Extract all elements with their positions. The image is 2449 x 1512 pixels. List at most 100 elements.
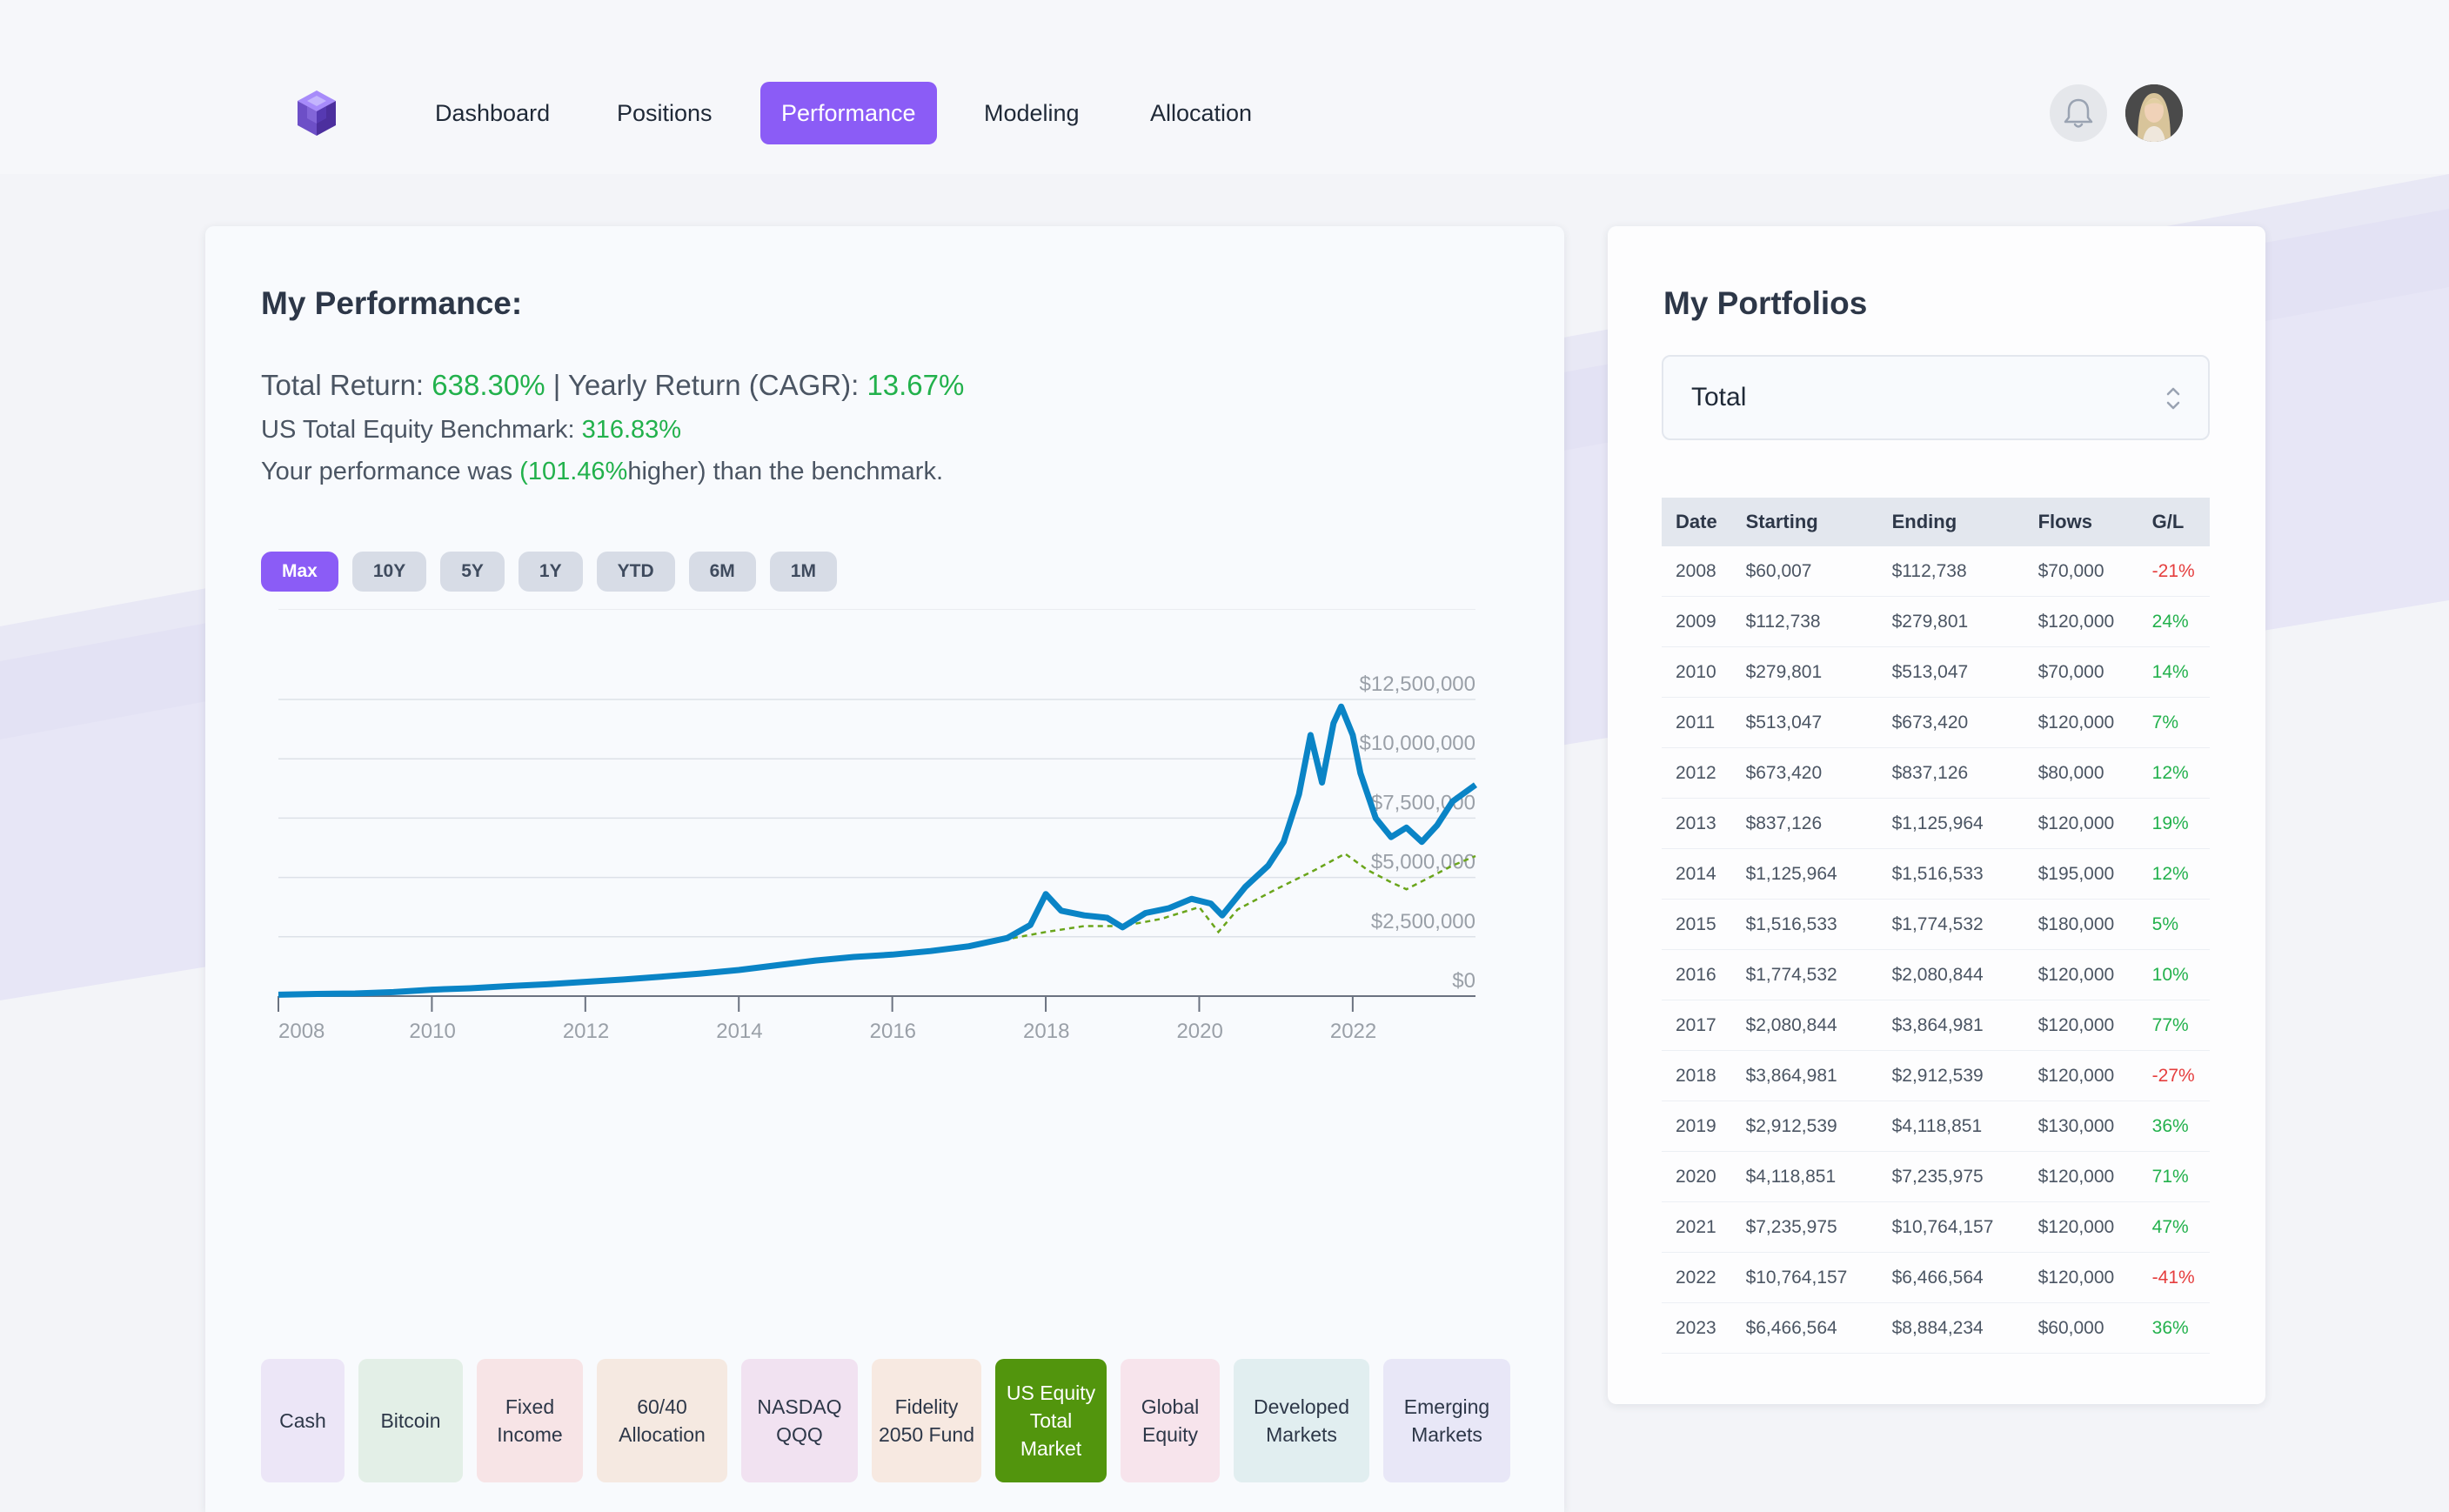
cell-gl: 12% [2138, 848, 2210, 900]
table-row: 2014 $1,125,964 $1,516,533 $195,000 12% [1662, 848, 2210, 900]
cell-ending: $7,235,975 [1877, 1151, 2024, 1202]
x-tick-label: 2020 [1176, 1020, 1222, 1043]
top-navigation: Dashboard Positions Performance Modeling All… [0, 0, 2449, 174]
yearly-return-label: Yearly Return (CAGR): [567, 369, 860, 401]
nav-modeling[interactable]: Modeling [984, 100, 1080, 126]
cell-flows: $70,000 [2024, 546, 2138, 597]
cell-gl: 14% [2138, 646, 2210, 698]
benchmark-global-equity[interactable]: Global Equity [1121, 1359, 1220, 1482]
cell-gl: 77% [2138, 1000, 2210, 1051]
table-row: 2021 $7,235,975 $10,764,157 $120,000 47% [1662, 1201, 2210, 1253]
range-button-1m[interactable]: 1M [769, 552, 837, 592]
column-header-date: Date [1662, 498, 1732, 546]
yearly-return-value: 13.67% [867, 369, 965, 401]
cell-starting: $279,801 [1731, 646, 1878, 698]
user-avatar[interactable] [2125, 84, 2183, 142]
cell-flows: $80,000 [2024, 747, 2138, 799]
total-return-line: Total Return: 638.30% | Yearly Return (C… [261, 369, 964, 402]
cell-gl: 19% [2138, 798, 2210, 849]
cell-date: 2011 [1662, 697, 1732, 748]
cell-ending: $513,047 [1877, 646, 2024, 698]
y-tick-label: $10,000,000 [1360, 732, 1475, 755]
total-return-value: 638.30% [432, 369, 545, 401]
comparison-line: Your performance was (101.46%higher) tha… [261, 458, 943, 486]
table-row: 2017 $2,080,844 $3,864,981 $120,000 77% [1662, 1000, 2210, 1051]
cell-starting: $4,118,851 [1731, 1151, 1878, 1202]
cell-gl: -21% [2138, 546, 2210, 597]
portfolios-title: My Portfolios [1663, 285, 1868, 321]
portfolio-select[interactable]: Total [1662, 355, 2210, 440]
cell-flows: $70,000 [2024, 646, 2138, 698]
cell-flows: $130,000 [2024, 1101, 2138, 1152]
table-row: 2016 $1,774,532 $2,080,844 $120,000 10% [1662, 949, 2210, 1000]
y-tick-label: $2,500,000 [1371, 910, 1475, 933]
cell-flows: $195,000 [2024, 848, 2138, 900]
cell-starting: $6,466,564 [1731, 1302, 1878, 1354]
cell-gl: 5% [2138, 899, 2210, 950]
benchmark-developed-markets[interactable]: Developed Markets [1234, 1359, 1369, 1482]
x-tick-label: 2008 [278, 1020, 325, 1043]
cell-ending: $4,118,851 [1877, 1101, 2024, 1152]
bell-icon [2064, 98, 2093, 128]
benchmark-emerging-markets[interactable]: Emerging Markets [1383, 1359, 1510, 1482]
gains-losses-table: Date Starting Ending Flows G/L 2008 $60,007 $1… [1662, 498, 2210, 1354]
cell-ending: $1,516,533 [1877, 848, 2024, 900]
range-button-ytd[interactable]: YTD [596, 552, 675, 592]
y-tick-label: $5,000,000 [1371, 851, 1475, 874]
range-button-max[interactable]: Max [261, 552, 338, 592]
portfolio-series-line [278, 703, 1478, 998]
nav-dashboard[interactable]: Dashboard [435, 100, 551, 126]
cell-ending: $10,764,157 [1877, 1201, 2024, 1253]
x-tick-label: 2012 [563, 1020, 609, 1043]
range-button-1y[interactable]: 1Y [518, 552, 583, 592]
cell-gl: -27% [2138, 1050, 2210, 1101]
comparison-prefix: Your performance was [261, 458, 513, 485]
cell-date: 2023 [1662, 1302, 1732, 1354]
performance-chart[interactable]: $0$2,500,000$5,000,000$7,500,000$10,000,… [261, 609, 1505, 1305]
cell-date: 2020 [1662, 1151, 1732, 1202]
cell-ending: $3,864,981 [1877, 1000, 2024, 1051]
cell-starting: $1,516,533 [1731, 899, 1878, 950]
table-row: 2011 $513,047 $673,420 $120,000 7% [1662, 697, 2210, 748]
cell-gl: 12% [2138, 747, 2210, 799]
cell-date: 2014 [1662, 848, 1732, 900]
cell-date: 2022 [1662, 1252, 1732, 1303]
notifications-button[interactable] [2050, 84, 2107, 142]
benchmark-label: US Total Equity Benchmark: [261, 416, 575, 444]
x-tick-label: 2014 [716, 1020, 762, 1043]
y-tick-label: $0 [1452, 969, 1475, 993]
table-row: 2018 $3,864,981 $2,912,539 $120,000 -27% [1662, 1050, 2210, 1101]
range-button-10y[interactable]: 10Y [351, 552, 427, 592]
benchmark-60-40-allocation[interactable]: 60/40 Allocation [597, 1359, 727, 1482]
benchmark-value: 316.83% [581, 416, 682, 444]
benchmark-fixed-income[interactable]: Fixed Income [477, 1359, 583, 1482]
cell-flows: $120,000 [2024, 949, 2138, 1000]
cell-flows: $120,000 [2024, 1151, 2138, 1202]
nav-positions[interactable]: Positions [617, 100, 713, 126]
column-header-gl: G/L [2138, 498, 2210, 546]
user-avatar-icon [2125, 84, 2183, 142]
benchmark-cash[interactable]: Cash [261, 1359, 345, 1482]
benchmark-nasdaq-qqq[interactable]: NASDAQ QQQ [741, 1359, 858, 1482]
cell-flows: $180,000 [2024, 899, 2138, 950]
benchmark-bitcoin[interactable]: Bitcoin [358, 1359, 463, 1482]
cell-ending: $112,738 [1877, 546, 2024, 597]
benchmark-fidelity-2050-fund[interactable]: Fidelity 2050 Fund [872, 1359, 981, 1482]
column-header-starting: Starting [1731, 498, 1878, 546]
table-row: 2013 $837,126 $1,125,964 $120,000 19% [1662, 798, 2210, 849]
table-row: 2015 $1,516,533 $1,774,532 $180,000 5% [1662, 899, 2210, 950]
cell-starting: $2,912,539 [1731, 1101, 1878, 1152]
table-row: 2012 $673,420 $837,126 $80,000 12% [1662, 747, 2210, 799]
cell-starting: $10,764,157 [1731, 1252, 1878, 1303]
range-button-6m[interactable]: 6M [688, 552, 756, 592]
benchmark-selector: Cash Bitcoin Fixed Income 60/40 Allocation N… [261, 1359, 1510, 1482]
cell-date: 2018 [1662, 1050, 1732, 1101]
nav-allocation[interactable]: Allocation [1150, 100, 1253, 126]
table-row: 2008 $60,007 $112,738 $70,000 -21% [1662, 546, 2210, 597]
cube-logo-icon[interactable] [291, 87, 343, 139]
benchmark-us-equity-total-market[interactable]: US Equity Total Market [995, 1359, 1107, 1482]
nav-performance[interactable]: Performance [760, 82, 937, 144]
cell-date: 2015 [1662, 899, 1732, 950]
cell-starting: $2,080,844 [1731, 1000, 1878, 1051]
range-button-5y[interactable]: 5Y [440, 552, 505, 592]
